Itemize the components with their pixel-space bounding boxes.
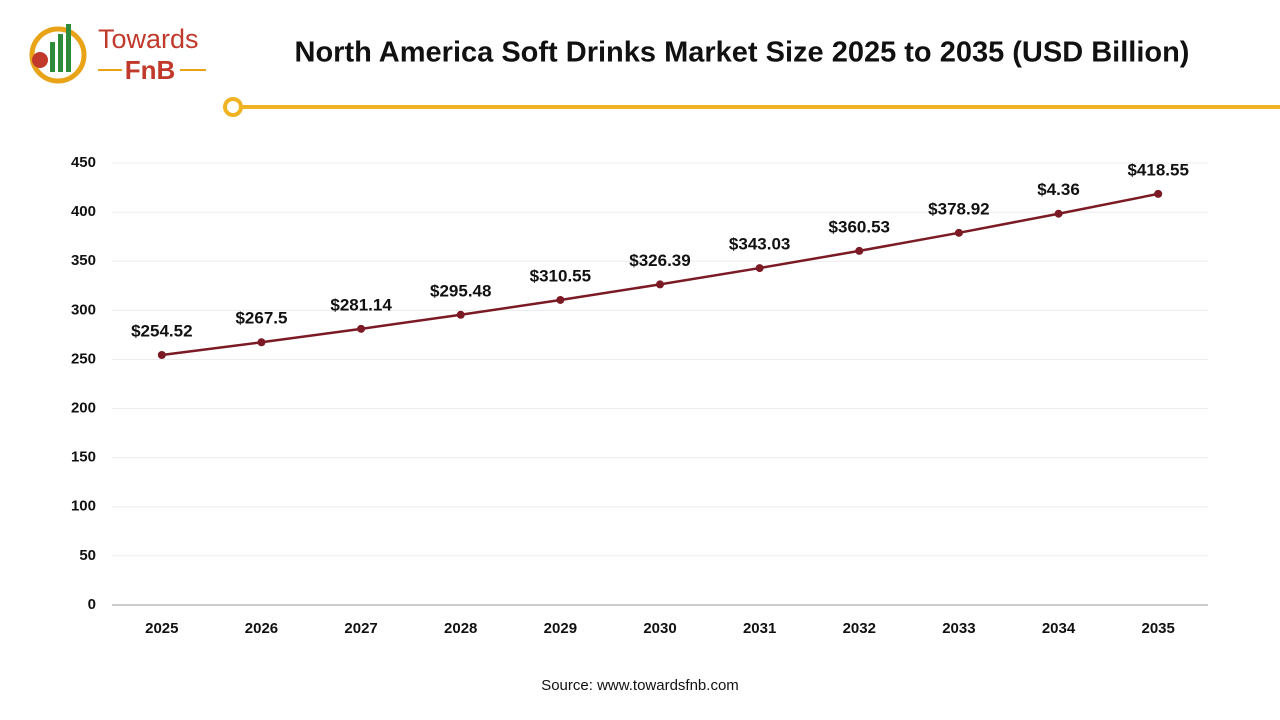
point bbox=[1054, 209, 1063, 218]
y-tick-label: 400 bbox=[71, 203, 96, 220]
x-tick-label: 2035 bbox=[1141, 620, 1174, 637]
value-label: $310.55 bbox=[530, 266, 591, 285]
point bbox=[456, 310, 465, 319]
x-tick-label: 2032 bbox=[843, 620, 876, 637]
logo-bar bbox=[58, 34, 63, 72]
value-label: $378.92 bbox=[928, 199, 989, 218]
value-label: $4.36 bbox=[1037, 180, 1080, 199]
y-tick-label: 300 bbox=[71, 301, 96, 318]
value-label: $295.48 bbox=[430, 281, 491, 300]
logo-ring bbox=[29, 26, 87, 84]
logo-dot bbox=[32, 52, 48, 68]
point bbox=[257, 338, 266, 347]
value-label: $267.5 bbox=[235, 309, 287, 328]
source: Source: www.towardsfnb.com bbox=[541, 677, 739, 694]
y-tick-label: 150 bbox=[71, 449, 96, 466]
point bbox=[954, 228, 963, 237]
point bbox=[855, 246, 864, 255]
x-tick-label: 2031 bbox=[743, 620, 776, 637]
x-tick-label: 2025 bbox=[145, 620, 178, 637]
point bbox=[755, 264, 764, 273]
point bbox=[157, 351, 166, 360]
x-tick-label: 2028 bbox=[444, 620, 477, 637]
point bbox=[357, 324, 366, 333]
y-tick-label: 250 bbox=[71, 350, 96, 367]
point bbox=[656, 280, 664, 289]
logo: Towards FnB bbox=[29, 24, 206, 85]
x-tick-label: 2033 bbox=[942, 620, 975, 637]
value-label: $343.03 bbox=[729, 235, 790, 254]
y-tick-label: 0 bbox=[88, 596, 96, 613]
value-label: $418.55 bbox=[1127, 160, 1188, 179]
value-label: $360.53 bbox=[829, 217, 890, 236]
y-tick-label: 200 bbox=[71, 400, 96, 417]
x-tick-label: 2034 bbox=[1042, 620, 1076, 637]
value-label: $326.39 bbox=[629, 251, 690, 270]
logo-text: FnB bbox=[125, 55, 176, 85]
x-tick-label: 2027 bbox=[344, 620, 377, 637]
logo-text: Towards bbox=[98, 24, 199, 54]
x-tick-label: 2026 bbox=[245, 620, 278, 637]
value-label: $254.52 bbox=[131, 321, 192, 340]
y-tick-label: 50 bbox=[79, 547, 96, 564]
logo-bar bbox=[50, 42, 55, 72]
value-label: $281.14 bbox=[330, 295, 392, 314]
x-tick-label: 2029 bbox=[544, 620, 577, 637]
y-tick-label: 350 bbox=[71, 252, 96, 269]
title-rule-dot bbox=[223, 97, 243, 117]
y-tick-label: 450 bbox=[71, 154, 96, 171]
point bbox=[556, 295, 565, 304]
logo-bar bbox=[66, 24, 71, 72]
point bbox=[1154, 189, 1163, 198]
x-tick-label: 2030 bbox=[643, 620, 676, 637]
y-tick-label: 100 bbox=[71, 498, 96, 515]
chart-title: North America Soft Drinks Market Size 20… bbox=[295, 37, 1190, 69]
